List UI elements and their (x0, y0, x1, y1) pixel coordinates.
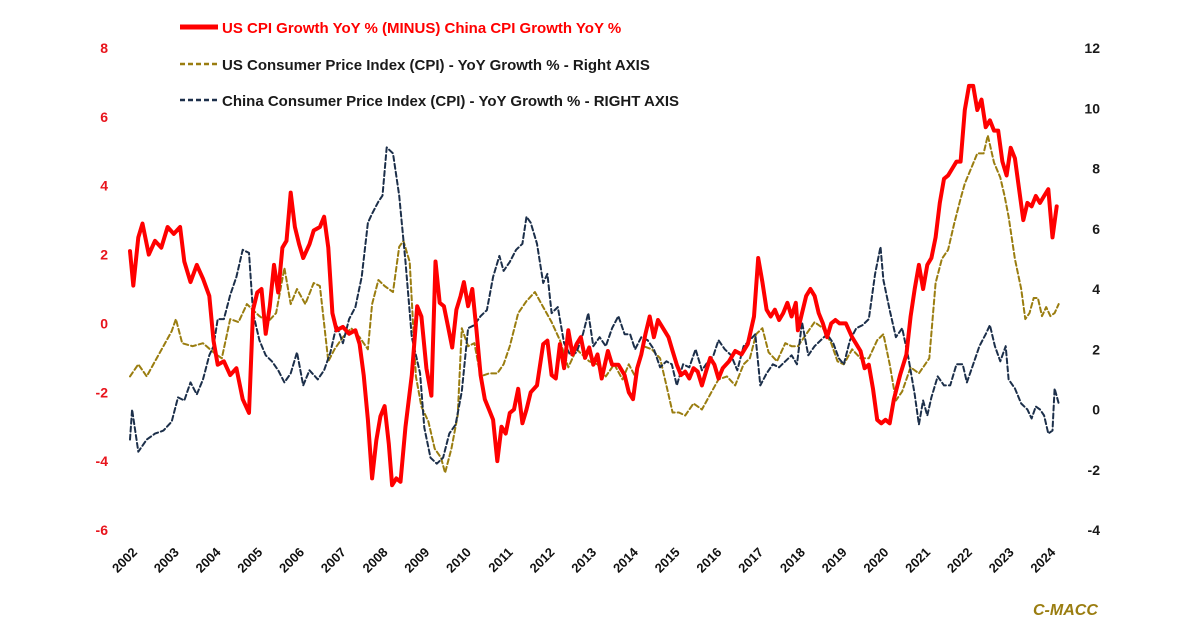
legend: US CPI Growth YoY % (MINUS) China CPI Gr… (180, 20, 679, 110)
left-axis-tick-label: -4 (96, 453, 109, 469)
right-axis-tick-label: 6 (1092, 221, 1100, 237)
right-axis-ticks: -4 -2 0 2 4 6 8 10 12 (1084, 40, 1100, 538)
left-axis-tick-label: 2 (100, 247, 108, 263)
x-axis-tick-label: 2004 (193, 544, 225, 576)
right-axis-tick-label: 0 (1092, 402, 1100, 418)
x-axis-tick-label: 2002 (109, 545, 140, 576)
x-axis-tick-label: 2020 (860, 545, 891, 576)
x-axis-tick-label: 2007 (318, 545, 349, 576)
right-axis-tick-label: 4 (1092, 281, 1100, 297)
left-axis-tick-label: 6 (100, 109, 108, 125)
x-axis-tick-label: 2009 (401, 545, 432, 576)
right-axis-tick-label: 8 (1092, 161, 1100, 177)
left-axis-tick-label: 8 (100, 40, 108, 56)
x-axis-tick-label: 2012 (526, 545, 557, 576)
x-axis-tick-label: 2023 (986, 545, 1017, 576)
x-axis-tick-label: 2015 (652, 545, 683, 576)
x-axis-tick-label: 2016 (693, 545, 724, 576)
x-axis-tick-label: 2006 (276, 545, 307, 576)
x-axis-tick-label: 2008 (360, 545, 391, 576)
right-axis-tick-label: -4 (1088, 522, 1101, 538)
right-axis-tick-label: 12 (1084, 40, 1100, 56)
x-axis-tick-label: 2003 (151, 545, 182, 576)
x-axis-tick-label: 2018 (777, 545, 808, 576)
legend-label-2: US Consumer Price Index (CPI) - YoY Grow… (222, 57, 650, 74)
right-axis-tick-label: -2 (1088, 462, 1101, 478)
x-axis-tick-label: 2019 (819, 545, 850, 576)
left-axis-tick-label: -2 (96, 384, 109, 400)
x-axis-tick-label: 2022 (944, 545, 975, 576)
x-axis-tick-label: 2024 (1027, 544, 1059, 576)
left-axis-ticks: -6 -4 -2 0 2 4 6 8 (96, 40, 109, 538)
series-line-2 (129, 134, 1060, 474)
x-axis-tick-label: 2017 (735, 545, 766, 576)
right-axis-tick-label: 2 (1092, 341, 1100, 357)
left-axis-tick-label: 4 (100, 178, 108, 194)
x-axis-ticks: 2002 2003 2004 2005 2006 2007 2008 2009 2010 2011… (109, 544, 1059, 576)
series-line-3 (129, 146, 1060, 465)
x-axis-tick-label: 2011 (485, 545, 516, 576)
x-axis-tick-label: 2013 (568, 545, 599, 576)
x-axis-tick-label: 2010 (443, 545, 474, 576)
right-axis-tick-label: 10 (1084, 100, 1100, 116)
plot-area (128, 83, 1060, 488)
x-axis-tick-label: 2021 (902, 545, 933, 576)
left-axis-tick-label: 0 (100, 315, 108, 331)
x-axis-tick-label: 2014 (610, 544, 642, 576)
series-line-1 (128, 83, 1059, 488)
legend-label-3: China Consumer Price Index (CPI) - YoY G… (222, 93, 679, 110)
left-axis-tick-label: -6 (96, 522, 109, 538)
x-axis-tick-label: 2005 (234, 545, 265, 576)
source-label: C-MACC (1033, 602, 1098, 619)
legend-label-1: US CPI Growth YoY % (MINUS) China CPI Gr… (222, 20, 621, 37)
